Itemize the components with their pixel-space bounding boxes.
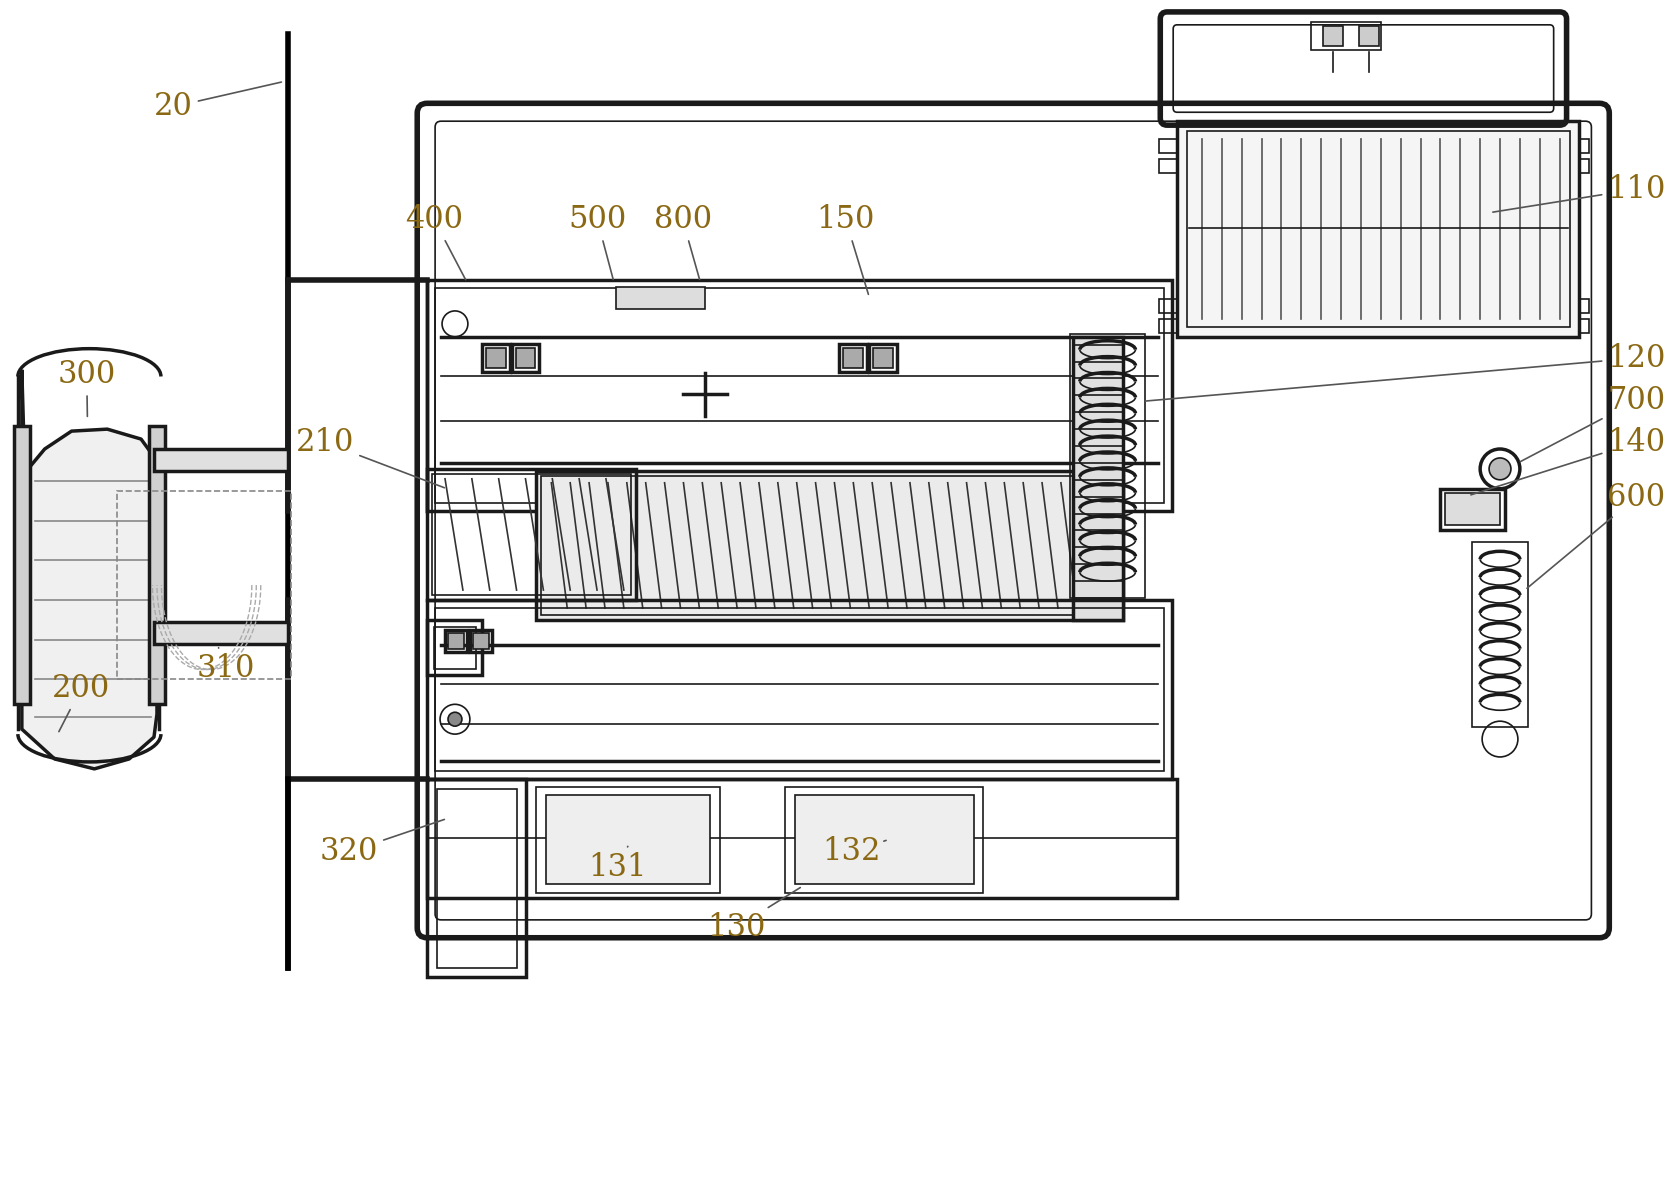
Bar [435, 608, 1163, 770]
Bar [427, 620, 482, 674]
Bar [117, 491, 291, 679]
Bar [1444, 493, 1499, 526]
Bar [154, 449, 288, 470]
Circle shape [1489, 458, 1511, 480]
Text: 120: 120 [1144, 342, 1665, 401]
Bar [433, 626, 475, 668]
Circle shape [448, 713, 462, 726]
Bar [1159, 139, 1176, 152]
Text: 110: 110 [1492, 174, 1665, 212]
Text: 210: 210 [296, 427, 443, 487]
Bar [435, 288, 1163, 503]
Bar [1358, 26, 1379, 46]
Bar [445, 630, 467, 652]
Bar [13, 426, 30, 704]
Bar [795, 794, 974, 884]
Bar [448, 632, 463, 649]
Bar [838, 343, 867, 372]
Bar [427, 280, 1171, 510]
Bar [154, 449, 288, 470]
Bar [427, 779, 527, 978]
Bar [1579, 299, 1588, 313]
Text: 131: 131 [587, 846, 646, 883]
Bar [432, 474, 631, 595]
Text: 700: 700 [1519, 385, 1665, 462]
Bar [482, 343, 509, 372]
Bar [470, 630, 492, 652]
Bar [1579, 158, 1588, 173]
Text: 132: 132 [821, 836, 885, 868]
Bar [149, 426, 166, 704]
Bar [1579, 319, 1588, 332]
Text: 20: 20 [154, 82, 281, 122]
Bar [485, 348, 505, 367]
Text: 130: 130 [708, 888, 800, 943]
Bar [154, 622, 288, 643]
Bar [1310, 22, 1380, 49]
Bar [427, 600, 1171, 779]
Bar [873, 348, 892, 367]
Text: 310: 310 [196, 648, 254, 684]
Bar [437, 788, 517, 967]
Bar [515, 348, 535, 367]
Bar [1069, 334, 1144, 598]
Bar [472, 632, 489, 649]
Bar [843, 348, 863, 367]
Bar [545, 794, 709, 884]
Text: 600: 600 [1526, 481, 1665, 588]
Bar [1176, 121, 1579, 337]
Text: 300: 300 [57, 360, 115, 416]
Bar [1072, 337, 1123, 620]
Bar [868, 343, 897, 372]
Bar [512, 343, 539, 372]
Text: 500: 500 [567, 204, 626, 280]
Text: 400: 400 [405, 204, 465, 280]
Bar [1471, 542, 1527, 727]
Bar [1439, 488, 1504, 530]
Bar [154, 622, 288, 643]
Bar [616, 287, 704, 308]
Text: 800: 800 [652, 204, 711, 280]
Bar [1579, 139, 1588, 152]
Bar [785, 787, 982, 893]
Bar [1159, 299, 1176, 313]
Bar [540, 476, 1118, 614]
Text: 320: 320 [320, 820, 443, 868]
Text: 140: 140 [1471, 427, 1665, 494]
Bar [1322, 26, 1342, 46]
Bar [1186, 131, 1569, 326]
Text: 200: 200 [52, 673, 110, 732]
Polygon shape [22, 372, 157, 769]
Text: 150: 150 [816, 204, 875, 294]
Bar [1159, 158, 1176, 173]
Bar [535, 787, 719, 893]
Bar [427, 779, 1176, 898]
Bar [427, 469, 636, 600]
Bar [535, 470, 1123, 620]
Bar [1159, 319, 1176, 332]
